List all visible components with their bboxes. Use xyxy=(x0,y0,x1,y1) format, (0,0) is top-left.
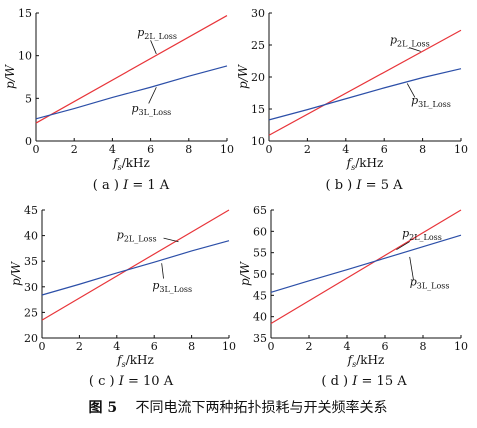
x-tick-label: 6 xyxy=(382,340,389,353)
y-axis-label: p/W xyxy=(3,63,17,89)
x-tick-label: 0 xyxy=(268,340,275,353)
series-line-p2l-loss xyxy=(41,209,230,321)
series-leader-line xyxy=(396,241,410,251)
y-tick-label: 20 xyxy=(251,71,265,84)
figure-caption-text: 不同电流下两种拓扑损耗与开关频率关系 xyxy=(136,399,388,416)
y-tick-label: 55 xyxy=(253,247,267,260)
x-tick-label: 10 xyxy=(454,143,468,156)
series-line-p3l-loss xyxy=(268,68,462,121)
y-tick-label: 10 xyxy=(251,135,265,148)
x-tick-label: 10 xyxy=(454,340,468,353)
y-tick-label: 25 xyxy=(24,306,38,319)
series-leader-line xyxy=(406,83,416,98)
x-tick-label: 4 xyxy=(113,340,120,353)
y-tick-label: 45 xyxy=(24,204,38,217)
x-tick-label: 4 xyxy=(344,340,351,353)
series-label: p2L_Loss xyxy=(137,26,177,41)
x-tick-label: 6 xyxy=(151,340,158,353)
series-line-p3l-loss xyxy=(270,234,462,293)
y-tick-label: 45 xyxy=(253,289,267,302)
x-tick-label: 0 xyxy=(266,143,273,156)
x-axis-label: fs/kHz xyxy=(112,156,150,172)
x-tick-label: 8 xyxy=(419,143,426,156)
y-tick-label: 40 xyxy=(24,230,38,243)
series-label: p3L_Loss xyxy=(152,279,192,294)
series-leader-line xyxy=(409,256,414,281)
series-leader-line xyxy=(148,87,157,104)
x-tick-label: 2 xyxy=(76,340,83,353)
x-tick-label: 2 xyxy=(304,143,311,156)
series-label: p2L_Loss xyxy=(117,229,157,244)
series-label: p2L_Loss xyxy=(402,227,442,242)
x-axis-label: fs/kHz xyxy=(116,353,154,369)
series-line-p3l-loss xyxy=(41,240,230,296)
y-tick-label: 15 xyxy=(251,103,265,116)
y-tick-label: 5 xyxy=(25,92,32,105)
x-tick-label: 6 xyxy=(381,143,388,156)
y-tick-label: 20 xyxy=(24,332,38,345)
figure-caption: 图 5 不同电流下两种拓扑损耗与开关频率关系 xyxy=(88,399,387,416)
series-leader-line xyxy=(150,40,157,55)
series-leader-line xyxy=(409,47,421,52)
series-line-p3l-loss xyxy=(35,65,228,120)
x-tick-label: 2 xyxy=(71,143,78,156)
y-tick-label: 35 xyxy=(24,255,38,268)
series-leader-line xyxy=(161,263,164,279)
x-axis-label: fs/kHz xyxy=(347,353,385,369)
series-label: p2L_Loss xyxy=(390,34,430,49)
series-label: p3L_Loss xyxy=(410,276,450,291)
series-label: p3L_Loss xyxy=(411,94,451,109)
x-tick-label: 8 xyxy=(185,143,192,156)
x-tick-label: 4 xyxy=(109,143,116,156)
y-axis-label: p/W xyxy=(9,260,23,286)
x-tick-label: 4 xyxy=(342,143,349,156)
chart-panel-b: 0 2 4 6 8 10 10 15 20 25 30 p/W fs/kHz p2L_Loss p3L_Lo… xyxy=(236,7,468,193)
y-tick-label: 25 xyxy=(251,39,265,52)
y-axis-label: p/W xyxy=(236,63,250,89)
panel-caption: ( c ) I = 10 A xyxy=(89,374,174,389)
x-tick-label: 0 xyxy=(33,143,40,156)
y-tick-label: 30 xyxy=(251,7,265,20)
panel-caption: ( d ) I = 15 A xyxy=(321,374,407,389)
y-tick-label: 30 xyxy=(24,281,38,294)
figure-caption-label: 图 5 xyxy=(88,400,117,416)
y-tick-label: 60 xyxy=(253,225,267,238)
x-tick-label: 8 xyxy=(188,340,195,353)
y-tick-label: 15 xyxy=(18,7,32,20)
y-axis-label: p/W xyxy=(238,260,252,286)
x-axis-label: fs/kHz xyxy=(346,156,384,172)
chart-panel-c: 0 2 4 6 8 10 20 25 30 35 40 45 p/W fs/kHz p2L_Loss p3L_… xyxy=(9,204,236,389)
x-tick-label: 6 xyxy=(147,143,154,156)
x-tick-label: 2 xyxy=(306,340,313,353)
y-tick-label: 0 xyxy=(25,135,32,148)
x-tick-label: 0 xyxy=(39,340,46,353)
chart-panel-d: 0 2 4 6 8 10 35 40 45 50 55 60 65 p/W fs/kHz p2L_Loss p3… xyxy=(238,204,468,389)
series-line-p2l-loss xyxy=(268,29,462,136)
chart-panel-a: 0 2 4 6 8 10 0 5 10 15 p/W fs/kHz p2L_Loss p3L_Loss ( … xyxy=(3,7,234,193)
y-tick-label: 50 xyxy=(253,268,267,281)
panel-caption: ( a ) I = 1 A xyxy=(93,178,170,193)
x-tick-label: 10 xyxy=(220,143,234,156)
y-tick-label: 65 xyxy=(253,204,267,217)
x-tick-label: 8 xyxy=(420,340,427,353)
panel-caption: ( b ) I = 5 A xyxy=(326,178,404,193)
y-tick-label: 40 xyxy=(253,311,267,324)
series-line-p2l-loss xyxy=(35,15,228,124)
y-tick-label: 35 xyxy=(253,332,267,345)
series-line-p2l-loss xyxy=(270,209,462,325)
series-leader-line xyxy=(163,237,179,243)
y-tick-label: 10 xyxy=(18,50,32,63)
x-tick-label: 10 xyxy=(222,340,236,353)
series-label: p3L_Loss xyxy=(132,102,172,117)
